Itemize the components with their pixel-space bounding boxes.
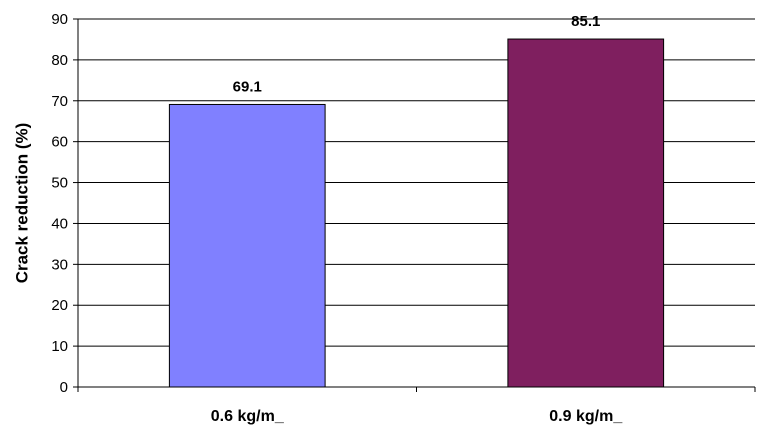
data-label-2: 85.1	[571, 13, 600, 30]
y-tick-labels: 0 10 20 30 40 50 60 70 80 90	[51, 11, 78, 396]
y-tick-label: 50	[51, 175, 68, 192]
bars	[168, 38, 665, 388]
y-tick-label: 60	[51, 134, 68, 151]
data-label-1: 69.1	[233, 78, 262, 95]
y-tick-label: 90	[51, 11, 68, 28]
category-label-2: 0.9 kg/m_	[549, 408, 623, 425]
y-tick-label: 40	[51, 215, 68, 232]
category-labels: 0.6 kg/m_ 0.9 kg/m_	[211, 408, 624, 425]
y-tick-label: 80	[51, 52, 68, 69]
y-tick-label: 10	[51, 338, 68, 355]
bar-2	[507, 38, 665, 388]
y-axis-title: Crack reduction (%)	[12, 123, 31, 284]
axes	[77, 19, 756, 392]
data-labels: 69.1 85.1	[233, 13, 601, 95]
y-tick-label: 30	[51, 256, 68, 273]
y-tick-label: 70	[51, 93, 68, 110]
category-label-1: 0.6 kg/m_	[211, 408, 285, 425]
y-tick-label: 20	[51, 297, 68, 314]
y-tick-label: 0	[60, 379, 68, 396]
bar-1	[168, 103, 326, 388]
